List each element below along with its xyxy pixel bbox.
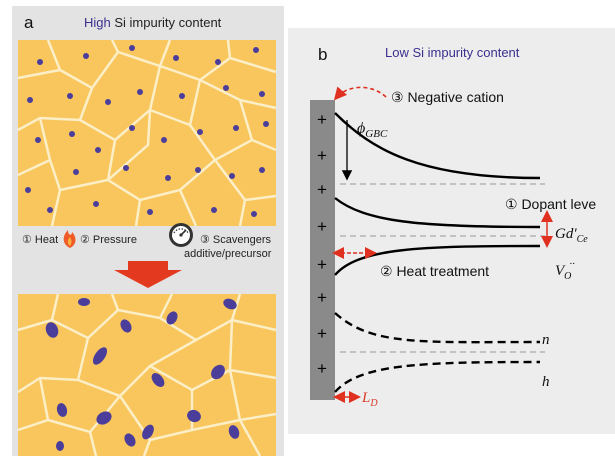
panel-b-letter: b <box>318 45 327 64</box>
vo-symbol: V <box>555 263 566 279</box>
oxygen-vacancy-curve <box>334 244 541 276</box>
hole-concentration-curve <box>334 360 541 393</box>
electron-concentration-curve <box>334 312 541 344</box>
panel-b: b Low Si impurity content + + + + + + + … <box>288 28 615 434</box>
plus-sign: + <box>317 255 327 274</box>
heat-treatment-label: ② Heat treatment <box>380 263 489 279</box>
microstructure-bottom <box>17 293 277 457</box>
dopant-level-curve <box>334 197 541 229</box>
panel-b-title: Low Si impurity content <box>385 45 520 60</box>
impurity-dots-top <box>25 45 269 217</box>
positive-charges: + + + + + + + + <box>317 110 327 378</box>
band-curves <box>334 112 541 393</box>
vo-label: VO·· <box>555 258 575 282</box>
plus-sign: + <box>317 146 327 165</box>
vo-subscript: O <box>564 271 571 282</box>
ld-subscript: D <box>369 398 378 409</box>
panel-a-title-high: High <box>84 15 111 30</box>
h-label: h <box>542 374 550 390</box>
gd-symbol: Gd′ <box>555 226 577 242</box>
panel-a-letter: a <box>24 13 34 32</box>
flame-icon <box>63 230 76 248</box>
reference-lines <box>340 183 545 353</box>
gd-ce-label: Gd′Ce <box>555 226 588 245</box>
negative-cation-label: ③ Negative cation <box>391 89 504 105</box>
negative-cation-arrow <box>333 86 387 101</box>
impurity-clusters-bottom <box>45 298 240 451</box>
phi-symbol: ϕ <box>357 120 365 137</box>
grain-boundaries-top <box>17 39 277 227</box>
microstructure-top <box>17 39 277 227</box>
grain-boundaries-bottom <box>17 293 277 457</box>
grain-boundary-core <box>310 100 335 400</box>
plus-sign: + <box>317 217 327 236</box>
ld-label: LD <box>361 390 378 409</box>
plus-sign: + <box>317 359 327 378</box>
panel-a: a High Si impurity content <box>12 6 284 457</box>
plus-sign: + <box>317 110 327 129</box>
pressure-gauge-icon <box>169 223 193 247</box>
plus-sign: + <box>317 180 327 199</box>
phi-subscript: GBC <box>365 128 388 140</box>
plus-sign: + <box>317 288 327 307</box>
vo-superscript: ·· <box>569 258 575 270</box>
plus-sign: + <box>317 324 327 343</box>
ld-symbol: L <box>361 390 370 406</box>
panel-a-title: High Si impurity content <box>84 15 222 30</box>
panel-a-title-rest: Si impurity content <box>111 15 222 30</box>
step-pressure-label: ② Pressure <box>80 234 137 246</box>
n-label: n <box>542 332 550 348</box>
conduction-band-curve <box>334 112 541 180</box>
process-down-arrow <box>114 261 182 288</box>
step-additive-label: additive/precursor <box>184 248 272 260</box>
gd-subscript: Ce <box>577 234 589 245</box>
dopant-level-label: ① Dopant leve <box>505 196 596 212</box>
phi-gbc-label: ϕGBC <box>357 120 388 140</box>
step-heat-label: ① Heat <box>22 234 58 246</box>
step-scavengers-label: ③ Scavengers <box>200 234 272 246</box>
